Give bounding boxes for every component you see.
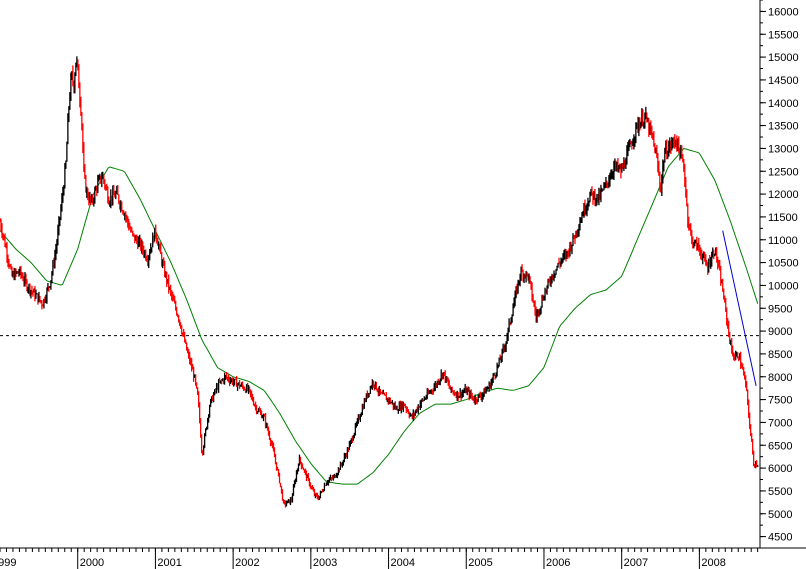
y-tick-label: 6500 bbox=[768, 440, 792, 452]
trend-line-layer bbox=[722, 230, 757, 386]
y-tick-label: 5500 bbox=[768, 486, 792, 498]
x-tick-label: 1999 bbox=[0, 557, 16, 569]
x-tick-label: 2008 bbox=[701, 557, 725, 569]
y-axis: 4500 5000 5500 6000 6500 7000 7500 8000 8500 9000… bbox=[759, 0, 799, 548]
y-tick-label: 10000 bbox=[768, 280, 799, 292]
y-tick-label: 7500 bbox=[768, 395, 792, 407]
x-tick-label: 2002 bbox=[235, 557, 259, 569]
y-tick-label: 11000 bbox=[768, 235, 798, 247]
y-tick-label: 14000 bbox=[768, 98, 799, 110]
y-tick-label: 14500 bbox=[768, 75, 799, 87]
y-tick-label: 8500 bbox=[768, 349, 792, 361]
y-tick-label: 8000 bbox=[768, 372, 792, 384]
trend-line bbox=[722, 230, 757, 386]
x-tick-label: 2005 bbox=[468, 557, 492, 569]
x-tick-label: 2007 bbox=[624, 557, 648, 569]
y-tick-label: 13500 bbox=[768, 121, 799, 133]
x-tick-label: 2000 bbox=[80, 557, 104, 569]
x-axis: 1999 2000 2001 2002 2003 2004 2005 2006 2007 2008 bbox=[0, 547, 806, 569]
y-tick-label: 16000 bbox=[768, 6, 799, 18]
y-tick-label: 12000 bbox=[768, 189, 799, 201]
y-tick-label: 15000 bbox=[768, 52, 799, 64]
y-tick-label: 4500 bbox=[768, 532, 792, 544]
y-tick-label: 11500 bbox=[768, 212, 798, 224]
y-tick-label: 6000 bbox=[768, 463, 792, 475]
y-tick-label: 15500 bbox=[768, 29, 799, 41]
y-tick-label: 9500 bbox=[768, 303, 792, 315]
moving-average-line bbox=[0, 147, 759, 485]
x-tick-label: 2003 bbox=[313, 557, 337, 569]
y-tick-label: 5000 bbox=[768, 509, 792, 521]
y-tick-label: 13000 bbox=[768, 143, 799, 155]
x-tick-label: 2001 bbox=[157, 557, 181, 569]
y-tick-label: 9000 bbox=[768, 326, 792, 338]
y-tick-label: 7000 bbox=[768, 417, 792, 429]
x-tick-label: 2006 bbox=[546, 557, 570, 569]
y-tick-label: 12500 bbox=[768, 166, 799, 178]
price-bars-layer bbox=[0, 56, 759, 508]
moving-average-layer bbox=[0, 147, 759, 485]
y-tick-label: 10500 bbox=[768, 258, 799, 270]
x-tick-label: 2004 bbox=[391, 557, 415, 569]
